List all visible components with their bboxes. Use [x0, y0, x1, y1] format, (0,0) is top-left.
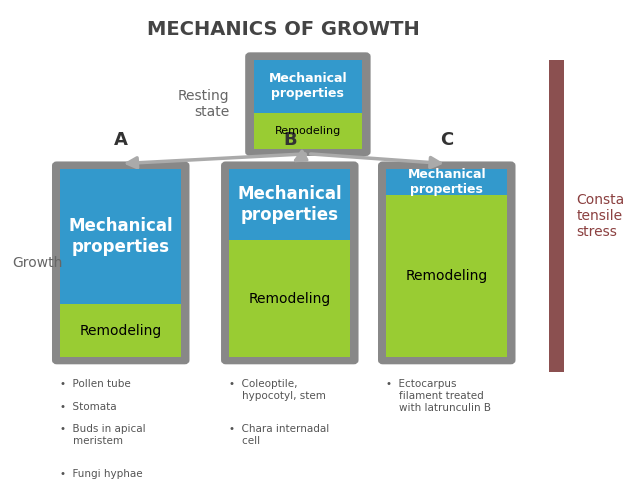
Text: •  Ectocarpus
    filament treated
    with latrunculin B: • Ectocarpus filament treated with latru…: [386, 379, 491, 413]
Text: Growth: Growth: [12, 256, 62, 270]
Text: Remodeling: Remodeling: [275, 126, 341, 136]
Bar: [60, 169, 181, 305]
Text: MECHANICS OF GROWTH: MECHANICS OF GROWTH: [147, 20, 420, 39]
Bar: [253, 60, 362, 113]
FancyBboxPatch shape: [54, 163, 188, 363]
FancyBboxPatch shape: [223, 163, 357, 363]
Text: •  Stomata: • Stomata: [60, 402, 117, 412]
Text: Mechanical
properties: Mechanical properties: [69, 217, 173, 256]
FancyBboxPatch shape: [380, 163, 514, 363]
Bar: [60, 305, 181, 357]
Text: •  Fungi hyphae: • Fungi hyphae: [60, 469, 143, 479]
FancyBboxPatch shape: [247, 54, 369, 154]
Text: Mechanical
properties: Mechanical properties: [408, 168, 486, 196]
Text: C: C: [440, 131, 454, 149]
Text: Remodeling: Remodeling: [406, 269, 488, 283]
Text: B: B: [283, 131, 297, 149]
Text: Remodeling: Remodeling: [249, 292, 331, 306]
Text: Remodeling: Remodeling: [79, 324, 162, 338]
Bar: [253, 113, 362, 149]
Text: Mechanical
properties: Mechanical properties: [238, 185, 342, 224]
Text: Mechanical
properties: Mechanical properties: [268, 72, 347, 100]
Text: •  Coleoptile,
    hypocotyl, stem: • Coleoptile, hypocotyl, stem: [229, 379, 326, 401]
Bar: [386, 195, 507, 357]
Bar: [229, 169, 350, 240]
Text: Resting
state: Resting state: [178, 89, 229, 119]
Text: A: A: [114, 131, 128, 149]
Bar: [229, 240, 350, 357]
Text: Consta
tensile
stress: Consta tensile stress: [576, 192, 625, 239]
Bar: [386, 169, 507, 195]
Text: •  Pollen tube: • Pollen tube: [60, 379, 131, 389]
Text: •  Chara internadal
    cell: • Chara internadal cell: [229, 424, 329, 446]
Text: •  Buds in apical
    meristem: • Buds in apical meristem: [60, 424, 146, 446]
Bar: [549, 60, 564, 372]
